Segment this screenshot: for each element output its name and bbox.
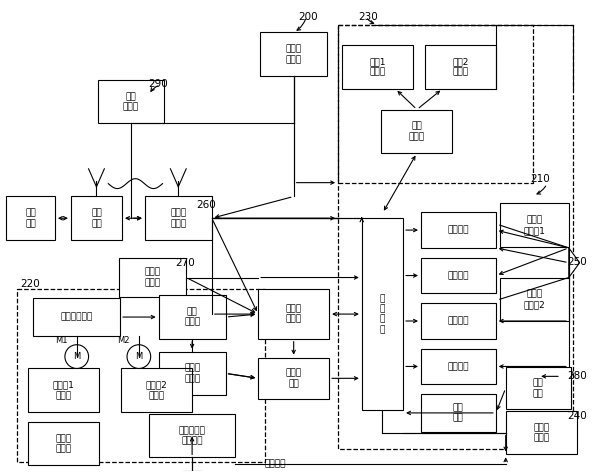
Text: 驱动轮2
及传动: 驱动轮2 及传动 — [146, 381, 168, 400]
Bar — [99, 80, 163, 123]
Bar — [338, 25, 573, 449]
Bar — [145, 197, 212, 240]
Text: 220: 220 — [21, 280, 40, 290]
Text: 舵机1
及传动: 舵机1 及传动 — [369, 57, 386, 77]
Bar — [421, 394, 496, 432]
Bar — [500, 277, 569, 321]
Bar — [338, 25, 533, 182]
Text: 超声波
传感器: 超声波 传感器 — [184, 364, 200, 383]
Bar — [342, 46, 413, 89]
Bar — [381, 109, 453, 153]
Text: 通信
网络: 通信 网络 — [91, 209, 102, 228]
Bar — [362, 218, 403, 410]
Text: M1: M1 — [55, 336, 67, 345]
Text: 里程
信息: 里程 信息 — [453, 403, 464, 423]
Bar — [71, 197, 122, 240]
Text: 舵机2
及传动: 舵机2 及传动 — [452, 57, 469, 77]
Text: 异常检测: 异常检测 — [448, 362, 469, 371]
Bar — [29, 368, 99, 412]
Text: 210: 210 — [530, 173, 550, 184]
Text: 头部
控制器: 头部 控制器 — [409, 121, 425, 141]
Bar — [17, 290, 265, 462]
Bar — [33, 298, 120, 336]
Text: M: M — [135, 352, 143, 361]
Text: 290: 290 — [148, 79, 169, 89]
Bar — [121, 368, 192, 412]
Bar — [421, 349, 496, 384]
Bar — [505, 367, 571, 409]
Circle shape — [127, 345, 151, 368]
Bar — [505, 411, 577, 455]
Text: 底盘
控制器: 底盘 控制器 — [184, 307, 200, 327]
Text: 视频采
集装置2: 视频采 集装置2 — [523, 290, 545, 309]
Text: 250: 250 — [567, 257, 587, 267]
Bar — [260, 32, 327, 76]
Bar — [119, 258, 186, 297]
Text: 红外接
收模块: 红外接 收模块 — [286, 45, 302, 64]
Text: M: M — [73, 352, 80, 361]
Polygon shape — [569, 248, 580, 277]
Text: 信
息
融
合: 信 息 融 合 — [380, 294, 385, 334]
Text: 里程
测量: 里程 测量 — [533, 379, 544, 398]
Text: 200: 200 — [299, 12, 318, 22]
Text: 电量检测及
充电模块: 电量检测及 充电模块 — [179, 426, 206, 446]
Text: 环境感知: 环境感知 — [448, 317, 469, 326]
Text: 语音采
集模块: 语音采 集模块 — [144, 268, 161, 287]
Bar — [258, 357, 329, 399]
Text: 充电端子: 充电端子 — [264, 460, 286, 469]
Text: 240: 240 — [567, 411, 587, 421]
Text: 路径规
划模块: 路径规 划模块 — [286, 304, 302, 324]
Bar — [421, 212, 496, 248]
Bar — [500, 203, 569, 247]
Bar — [421, 303, 496, 339]
Text: 驱动轮1
及传动: 驱动轮1 及传动 — [53, 381, 75, 400]
Text: 人机交
互系统: 人机交 互系统 — [533, 423, 549, 442]
Text: 无线收
发模块: 无线收 发模块 — [170, 209, 187, 228]
Text: 260: 260 — [196, 201, 216, 210]
Bar — [148, 414, 235, 457]
Circle shape — [65, 345, 89, 368]
Text: 230: 230 — [358, 12, 378, 22]
Text: M2: M2 — [117, 336, 129, 345]
Text: 电机驱动模块: 电机驱动模块 — [61, 312, 93, 321]
Bar — [6, 197, 55, 240]
Bar — [159, 352, 226, 395]
Bar — [258, 290, 329, 339]
Text: 人脸检测: 人脸检测 — [448, 226, 469, 235]
Bar — [425, 46, 496, 89]
Text: 万向轮
及传动: 万向轮 及传动 — [56, 434, 72, 453]
Text: 智能
手机: 智能 手机 — [25, 209, 36, 228]
Text: 270: 270 — [175, 258, 195, 268]
Text: 280: 280 — [567, 371, 587, 382]
Bar — [159, 295, 226, 339]
Text: 情感识别: 情感识别 — [448, 271, 469, 280]
Bar — [29, 422, 99, 465]
Text: 视频采
集装置1: 视频采 集装置1 — [523, 216, 545, 235]
Text: 障碍物
检测: 障碍物 检测 — [286, 369, 302, 388]
Text: 遥控
接收器: 遥控 接收器 — [123, 92, 139, 111]
Bar — [421, 258, 496, 293]
